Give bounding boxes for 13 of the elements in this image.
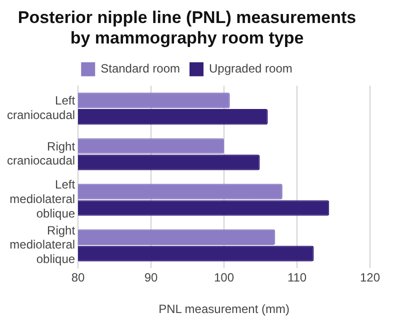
x-tick-label: 80: [71, 270, 86, 285]
y-tick-label: Left mediolateral oblique: [10, 178, 76, 221]
x-axis-title: PNL measurement (mm): [158, 302, 290, 316]
x-tick-label: 90: [144, 270, 158, 285]
legend-label: Standard room: [100, 62, 180, 76]
legend-label: Upgraded room: [209, 62, 292, 76]
y-tick-label: Left craniocaudal: [7, 94, 76, 122]
x-tick-label: 100: [214, 270, 234, 285]
x-tick-label: 120: [360, 270, 380, 285]
chart-title: Posterior nipple line (PNL) measurements by mammography room type: [18, 8, 356, 48]
y-tick-label: Right craniocaudal: [7, 139, 76, 168]
y-tick-label: Right mediolateral oblique: [10, 223, 76, 266]
x-tick-label: 110: [287, 270, 307, 285]
